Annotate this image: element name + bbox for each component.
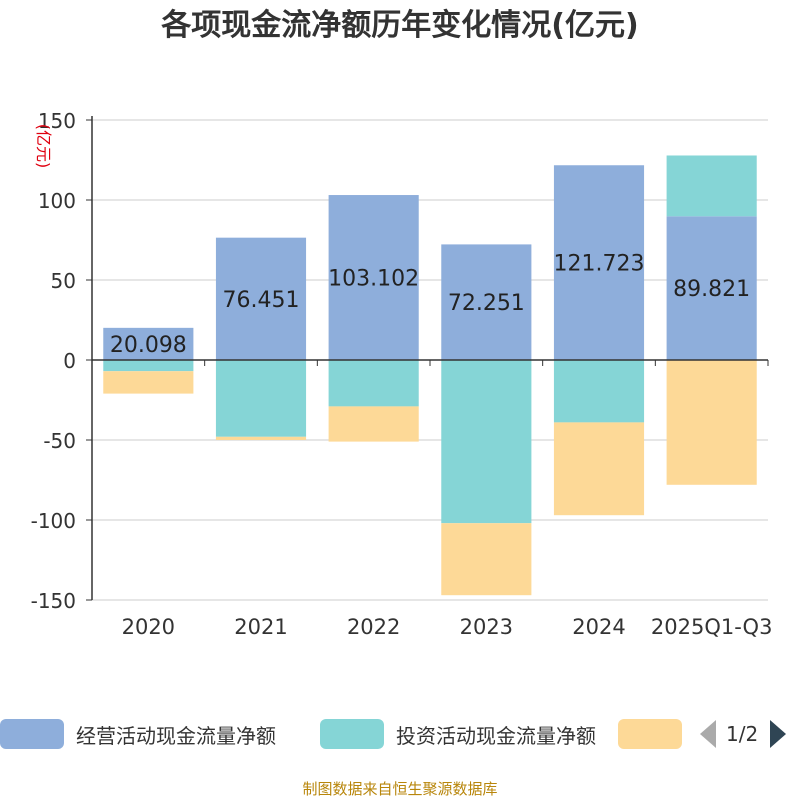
- legend: 经营活动现金流量净额 投资活动现金流量净额 1/2: [0, 714, 800, 754]
- bar-financing: [553, 422, 645, 516]
- bar-financing: [666, 360, 757, 485]
- bar-operating: [328, 195, 419, 360]
- legend-swatch-operating: [0, 719, 64, 749]
- x-tick-label: 2025Q1-Q3: [651, 615, 773, 639]
- chart-canvas: 150 100 50 0 -50 -100 -150 (亿元) 2020 2021 2022 2023…: [31, 109, 773, 639]
- y-tick-label: 0: [63, 349, 76, 373]
- bar-operating: [553, 165, 645, 360]
- source-footer: 制图数据来自恒生聚源数据库: [302, 780, 498, 798]
- legend-label-investing: 投资活动现金流量净额: [396, 723, 596, 748]
- bar-operating: [666, 216, 757, 360]
- x-tick-label: 2020: [122, 615, 175, 639]
- data-label: 103.102: [328, 267, 419, 292]
- data-label: 76.451: [223, 288, 300, 313]
- legend-item-operating[interactable]: 经营活动现金流量净额: [0, 718, 276, 750]
- legend-item-financing[interactable]: [618, 718, 694, 750]
- x-tick-label: 2024: [572, 615, 625, 639]
- bar-investing: [328, 360, 419, 407]
- data-label: 89.821: [673, 277, 750, 302]
- bar-financing: [328, 406, 419, 442]
- axis-layer: 150 100 50 0 -50 -100 -150 (亿元) 2020 2021 2022 2023…: [31, 109, 773, 639]
- y-tick-label: -100: [31, 509, 76, 533]
- label-layer: 20.098 76.451 103.102 72.251 121.723 89.821: [110, 252, 750, 358]
- legend-swatch-financing: [618, 719, 682, 749]
- bar-operating: [215, 237, 307, 360]
- bar-operating: [103, 327, 194, 360]
- bar-financing: [103, 371, 194, 394]
- data-label: 72.251: [448, 291, 525, 316]
- y-axis-unit-label: (亿元): [34, 124, 53, 169]
- x-tick-label: 2023: [460, 615, 513, 639]
- bar-investing: [553, 360, 645, 423]
- x-tick-label: 2021: [234, 615, 287, 639]
- x-tick-label: 2022: [347, 615, 400, 639]
- legend-label-operating: 经营活动现金流量净额: [76, 723, 276, 748]
- y-tick-label: 150: [38, 109, 76, 133]
- bar-investing: [103, 360, 194, 372]
- bar-financing: [215, 436, 307, 440]
- legend-pager: 1/2: [700, 718, 787, 750]
- chart-title: 各项现金流净额历年变化情况(亿元): [161, 8, 639, 43]
- bar-layer: [103, 155, 757, 596]
- bar-financing: [441, 523, 532, 596]
- legend-swatch-investing: [320, 719, 384, 749]
- data-label: 20.098: [110, 333, 187, 358]
- legend-next-icon[interactable]: [770, 720, 787, 748]
- bar-investing: [441, 360, 532, 524]
- legend-item-investing[interactable]: 投资活动现金流量净额: [320, 718, 596, 750]
- bar-operating: [441, 244, 532, 360]
- y-tick-label: 50: [51, 269, 76, 293]
- legend-prev-icon[interactable]: [700, 720, 716, 748]
- bar-investing: [666, 155, 757, 217]
- bar-investing: [215, 360, 307, 437]
- y-tick-label: 100: [38, 189, 76, 213]
- y-tick-label: -50: [43, 429, 76, 453]
- y-tick-label: -150: [31, 589, 76, 613]
- legend-page-indicator: 1/2: [726, 722, 759, 746]
- data-label: 121.723: [554, 252, 645, 277]
